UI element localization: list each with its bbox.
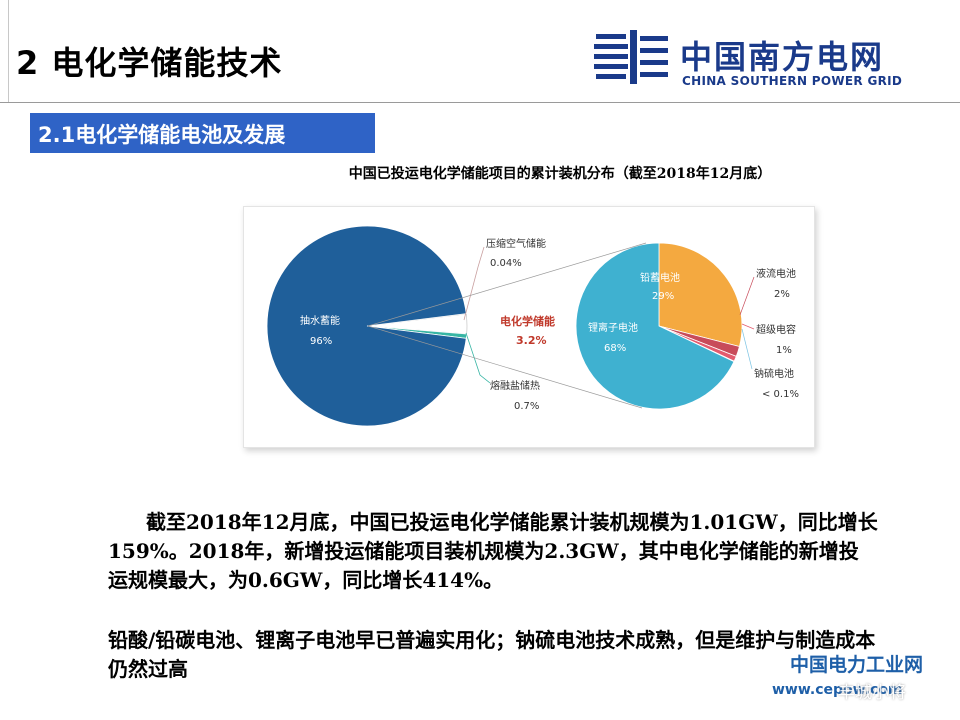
- pumped-hydro-name: 抽水蓄能: [300, 314, 340, 327]
- molten-salt-value: 0.7%: [514, 401, 539, 412]
- pie-of-pie-chart: 抽水蓄能 96% 压缩空气储能 0.04% 熔融盐储热 0.7% 电化学储能 3.2% 铅蓄电池…: [243, 206, 815, 448]
- flow-battery-name: 液流电池: [756, 267, 796, 280]
- lithium-ion-slice: [575, 242, 735, 410]
- supercapacitor-value: 1%: [776, 345, 792, 356]
- lithium-ion-value: 68%: [604, 343, 626, 354]
- lead-acid-slice: [658, 242, 743, 347]
- company-logo: 中国南方电网 CHINA SOUTHERN POWER GRID: [594, 30, 944, 92]
- flow-battery-value: 2%: [774, 289, 790, 300]
- electrochemical-value: 3.2%: [516, 334, 547, 347]
- compressed-air-leader: [463, 246, 485, 321]
- compressed-air-value: 0.04%: [490, 258, 522, 269]
- sodium-sulfur-leader: [741, 328, 753, 370]
- molten-salt-leader: [465, 332, 491, 384]
- section-heading: 2.1电化学储能电池及发展: [38, 123, 286, 147]
- connector-line-top: [367, 242, 647, 327]
- pumped-hydro-slice: [266, 225, 467, 427]
- watermark-url: www.cepow.com: [772, 682, 903, 698]
- grid-logo-icon: [594, 30, 668, 84]
- chart-canvas: 抽水蓄能 96% 压缩空气储能 0.04% 熔融盐储热 0.7% 电化学储能 3.2% 铅蓄电池…: [266, 225, 799, 427]
- connector-line-bottom: [367, 325, 643, 409]
- header-rule: [0, 102, 960, 103]
- lead-acid-name: 铅蓄电池: [640, 271, 680, 284]
- lithium-ion-name: 锂离子电池: [588, 321, 638, 334]
- body-paragraph-1: 截至2018年12月底，中国已投运电化学储能累计装机规模为1.01GW，同比增长…: [108, 508, 878, 595]
- chart-title: 中国已投运电化学储能项目的累计装机分布（截至2018年12月底）: [348, 166, 772, 182]
- lead-acid-value: 29%: [652, 291, 674, 302]
- electrochemical-name: 电化学储能: [500, 314, 555, 328]
- slide-title: 2 电化学储能技术: [16, 44, 283, 82]
- flow-battery-leader: [739, 276, 755, 316]
- logo-name-cn: 中国南方电网: [680, 38, 885, 76]
- body-paragraph-1-text: 截至2018年12月底，中国已投运电化学储能累计装机规模为1.01GW，同比增长…: [108, 510, 878, 592]
- sodium-sulfur-value: < 0.1%: [762, 389, 799, 400]
- header-left-rule: [8, 0, 9, 102]
- logo-name-en: CHINA SOUTHERN POWER GRID: [682, 74, 903, 88]
- sodium-sulfur-name: 钠硫电池: [754, 367, 794, 380]
- watermark-site-name: 中国电力工业网: [790, 654, 924, 676]
- supercapacitor-leader: [741, 323, 755, 330]
- molten-salt-name: 熔融盐储热: [490, 379, 540, 392]
- body-paragraph-2: 铅酸/铅碳电池、锂离子电池早已普遍实用化；钠硫电池技术成熟，但是维护与制造成本仍…: [108, 628, 876, 681]
- watermark-author: 丰城小将: [838, 683, 906, 703]
- pumped-hydro-value: 96%: [310, 336, 332, 347]
- section-heading-bar: 2.1电化学储能电池及发展: [30, 113, 375, 153]
- compressed-air-name: 压缩空气储能: [486, 237, 546, 250]
- supercapacitor-name: 超级电容: [756, 323, 796, 336]
